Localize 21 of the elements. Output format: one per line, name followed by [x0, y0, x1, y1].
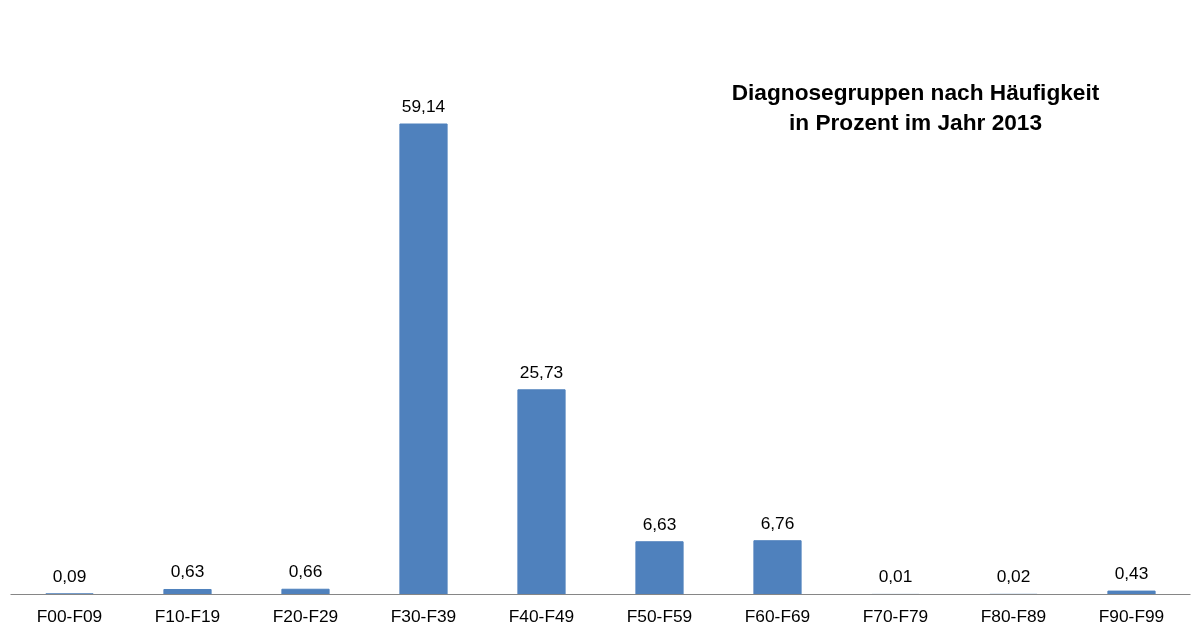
x-tick-label: F90-F99 — [1098, 605, 1165, 626]
data-label: 6,63 — [642, 513, 677, 534]
x-tick-label: F20-F29 — [272, 605, 339, 626]
x-tick-label: F00-F09 — [36, 605, 103, 626]
data-label: 0,02 — [996, 566, 1031, 587]
data-label: 59,14 — [401, 96, 446, 117]
data-label: 0,01 — [878, 566, 913, 587]
x-tick-label: F50-F59 — [626, 605, 693, 626]
data-label: 0,63 — [170, 561, 205, 582]
x-tick-label: F30-F39 — [390, 605, 457, 626]
x-tick-label: F60-F69 — [744, 605, 811, 626]
data-label: 6,76 — [760, 512, 795, 533]
data-label: 25,73 — [519, 361, 564, 382]
x-tick-label: F40-F49 — [508, 605, 575, 626]
data-label: 0,43 — [1114, 563, 1149, 584]
data-label: 0,66 — [288, 561, 323, 582]
chart-title: Diagnosegruppen nach Häufigkeit in Prozent im Jahr 2013 — [731, 78, 1100, 135]
x-tick-label: F80-F89 — [980, 605, 1047, 626]
data-label: 0,09 — [52, 565, 87, 586]
x-tick-label: F10-F19 — [154, 605, 221, 626]
x-tick-label: F70-F79 — [862, 605, 929, 626]
